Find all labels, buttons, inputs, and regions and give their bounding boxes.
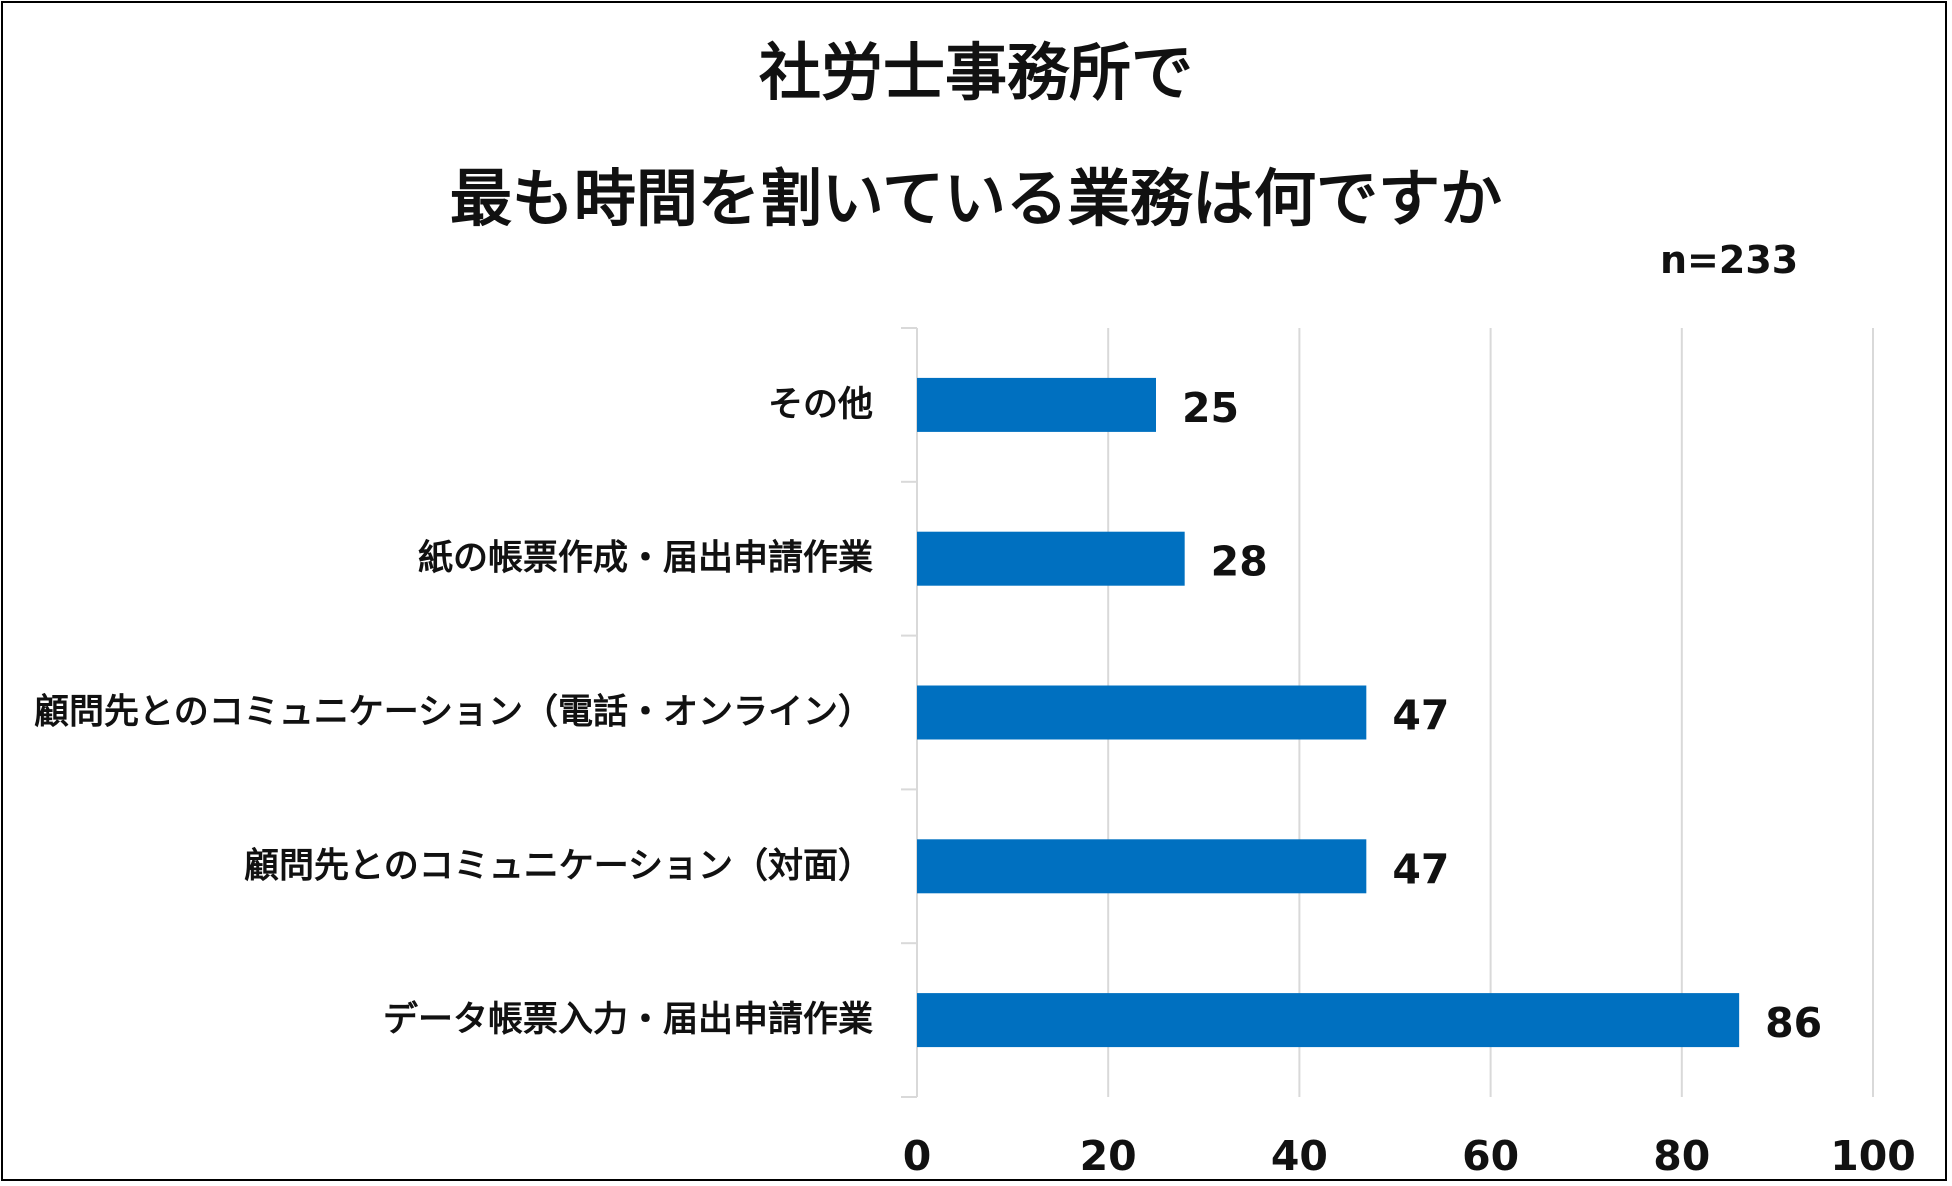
category-axis bbox=[901, 327, 918, 1098]
chart-title-line-2: 最も時間を割いている業務は何ですか bbox=[449, 162, 1503, 235]
chart-title-line-1: 社労士事務所で bbox=[758, 36, 1193, 109]
x-tick-label: 80 bbox=[1653, 1132, 1710, 1180]
category-label: 顧問先とのコミュニケーション（対面） bbox=[244, 846, 873, 886]
bar bbox=[917, 685, 1367, 740]
data-label: 25 bbox=[1182, 384, 1239, 432]
bar bbox=[917, 377, 1156, 432]
x-tick-label: 20 bbox=[1080, 1132, 1137, 1180]
category-label: 顧問先とのコミュニケーション（電話・オンライン） bbox=[34, 693, 873, 733]
category-label: 紙の帳票作成・届出申請作業 bbox=[418, 538, 873, 579]
category-label: その他 bbox=[768, 385, 873, 425]
sample-size-label: n=233 bbox=[1660, 238, 1799, 282]
x-tick-label: 100 bbox=[1830, 1132, 1916, 1180]
bar bbox=[917, 531, 1185, 586]
x-tick-label: 0 bbox=[903, 1132, 932, 1180]
x-axis-ticks: 0 20 40 60 80 100 bbox=[903, 1132, 1916, 1180]
x-tick-label: 60 bbox=[1462, 1132, 1519, 1180]
category-label: データ帳票入力・届出申請作業 bbox=[383, 999, 873, 1040]
bars bbox=[917, 377, 1740, 1048]
bar bbox=[917, 839, 1367, 894]
data-label: 86 bbox=[1765, 999, 1822, 1047]
value-labels: 25 28 47 47 86 bbox=[1182, 384, 1822, 1047]
data-label: 47 bbox=[1392, 692, 1449, 740]
bar bbox=[917, 993, 1740, 1048]
data-label: 28 bbox=[1211, 538, 1268, 586]
category-labels: その他紙の帳票作成・届出申請作業顧問先とのコミュニケーション（電話・オンライン）… bbox=[34, 385, 873, 1040]
x-tick-label: 40 bbox=[1271, 1132, 1328, 1180]
data-label: 47 bbox=[1392, 845, 1449, 893]
